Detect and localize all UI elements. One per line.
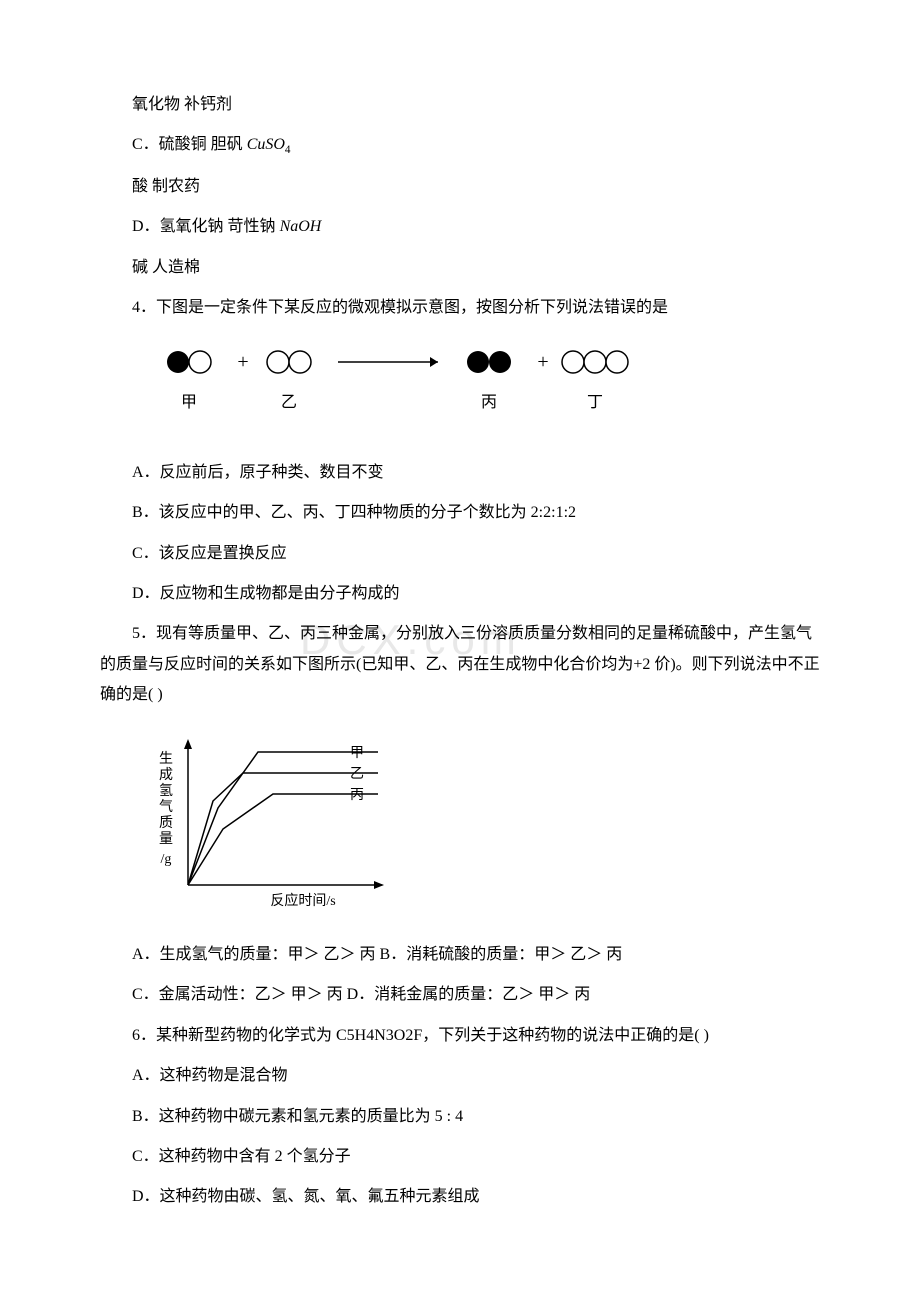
svg-text:量: 量 — [159, 831, 173, 847]
q5-chart: 生成氢气质量/g 反应时间/s 甲乙丙 — [148, 725, 820, 926]
header-line1: 氧化物 补钙剂 — [100, 90, 820, 120]
option-d: D．氢氧化钠 苛性钠 NaOH — [100, 212, 820, 242]
q4-label-a: 甲 — [181, 394, 197, 411]
q6-optA: A．这种药物是混合物 — [100, 1061, 820, 1091]
formula-base: CuSO — [247, 136, 285, 153]
svg-text:生: 生 — [159, 751, 173, 767]
svg-text:氢: 氢 — [159, 783, 173, 799]
q4-optC: C．该反应是置换反应 — [100, 539, 820, 569]
svg-text:+: + — [237, 351, 248, 373]
q4-diagram: + + 甲 乙 丙 丁 — [148, 337, 820, 443]
q5-optCD: C．金属活动性：乙＞ 甲＞ 丙 D．消耗金属的质量：乙＞ 甲＞ 丙 — [100, 980, 820, 1010]
q5-stem: 5．现有等质量甲、乙、丙三种金属，分别放入三份溶质质量分数相同的足量稀硫酸中，产… — [100, 619, 820, 710]
svg-text:质: 质 — [159, 815, 173, 831]
header-line3: 酸 制农药 — [100, 172, 820, 202]
q5-svg: 生成氢气质量/g 反应时间/s 甲乙丙 — [148, 725, 408, 915]
q4-label-d: 丁 — [587, 394, 603, 411]
svg-text:乙: 乙 — [350, 766, 364, 782]
header-line5: 碱 人造棉 — [100, 253, 820, 283]
q4-optB: B．该反应中的甲、乙、丙、丁四种物质的分子个数比为 2:2:1:2 — [100, 498, 820, 528]
q4-optD: D．反应物和生成物都是由分子构成的 — [100, 579, 820, 609]
q4-stem: 4．下图是一定条件下某反应的微观模拟示意图，按图分析下列说法错误的是 — [100, 293, 820, 323]
optC-label: C．硫酸铜 胆矾 — [132, 136, 247, 153]
q4-label-b: 乙 — [281, 394, 297, 411]
optD-label: D．氢氧化钠 苛性钠 — [132, 218, 280, 235]
q4-svg: + + 甲 乙 丙 丁 — [148, 337, 648, 432]
svg-text:甲: 甲 — [350, 746, 364, 761]
svg-text:气: 气 — [159, 799, 173, 815]
svg-text:反应时间/s: 反应时间/s — [270, 892, 335, 909]
q6-stem: 6．某种新型药物的化学式为 C5H4N3O2F，下列关于这种药物的说法中正确的是… — [100, 1021, 820, 1051]
svg-text:丙: 丙 — [350, 788, 364, 803]
optC-formula: CuSO4 — [247, 136, 291, 153]
svg-text:成: 成 — [159, 767, 173, 783]
q5-optAB: A．生成氢气的质量：甲＞ 乙＞ 丙 B．消耗硫酸的质量：甲＞ 乙＞ 丙 — [100, 940, 820, 970]
svg-text:/g: /g — [161, 852, 172, 867]
svg-text:+: + — [537, 351, 548, 373]
option-c: C．硫酸铜 胆矾 CuSO4 — [100, 130, 820, 161]
q6-optD: D．这种药物由碳、氢、氮、氧、氟五种元素组成 — [100, 1182, 820, 1212]
q6-optC: C．这种药物中含有 2 个氢分子 — [100, 1142, 820, 1172]
q4-label-c: 丙 — [481, 394, 497, 411]
q6-optB: B．这种药物中碳元素和氢元素的质量比为 5 : 4 — [100, 1102, 820, 1132]
q4-optA: A．反应前后，原子种类、数目不变 — [100, 458, 820, 488]
optD-formula: NaOH — [280, 218, 322, 235]
formula-sub: 4 — [285, 145, 291, 157]
